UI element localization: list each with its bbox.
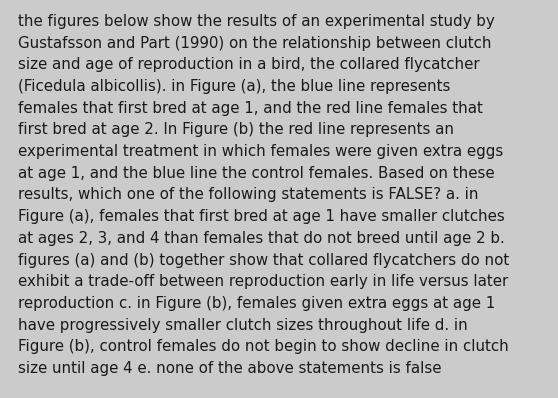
Text: exhibit a trade-off between reproduction early in life versus later: exhibit a trade-off between reproduction… bbox=[18, 274, 508, 289]
Text: at ages 2, 3, and 4 than females that do not breed until age 2 b.: at ages 2, 3, and 4 than females that do… bbox=[18, 231, 504, 246]
Text: the figures below show the results of an experimental study by: the figures below show the results of an… bbox=[18, 14, 494, 29]
Text: size and age of reproduction in a bird, the collared flycatcher: size and age of reproduction in a bird, … bbox=[18, 57, 479, 72]
Text: Gustafsson and Part (1990) on the relationship between clutch: Gustafsson and Part (1990) on the relati… bbox=[18, 36, 492, 51]
Text: figures (a) and (b) together show that collared flycatchers do not: figures (a) and (b) together show that c… bbox=[18, 253, 509, 267]
Text: reproduction c. in Figure (b), females given extra eggs at age 1: reproduction c. in Figure (b), females g… bbox=[18, 296, 495, 311]
Text: experimental treatment in which females were given extra eggs: experimental treatment in which females … bbox=[18, 144, 503, 159]
Text: Figure (b), control females do not begin to show decline in clutch: Figure (b), control females do not begin… bbox=[18, 339, 508, 354]
Text: have progressively smaller clutch sizes throughout life d. in: have progressively smaller clutch sizes … bbox=[18, 318, 468, 333]
Text: Figure (a), females that first bred at age 1 have smaller clutches: Figure (a), females that first bred at a… bbox=[18, 209, 504, 224]
Text: (Ficedula albicollis). in Figure (a), the blue line represents: (Ficedula albicollis). in Figure (a), th… bbox=[18, 79, 450, 94]
Text: at age 1, and the blue line the control females. Based on these: at age 1, and the blue line the control … bbox=[18, 166, 494, 181]
Text: first bred at age 2. In Figure (b) the red line represents an: first bred at age 2. In Figure (b) the r… bbox=[18, 123, 454, 137]
Text: size until age 4 e. none of the above statements is false: size until age 4 e. none of the above st… bbox=[18, 361, 441, 376]
Text: results, which one of the following statements is FALSE? a. in: results, which one of the following stat… bbox=[18, 187, 478, 203]
Text: females that first bred at age 1, and the red line females that: females that first bred at age 1, and th… bbox=[18, 101, 483, 116]
